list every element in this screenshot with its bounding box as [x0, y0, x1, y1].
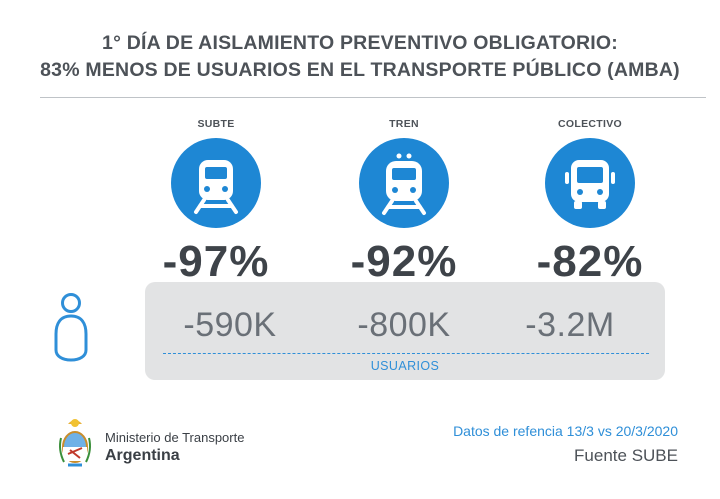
- dashed-divider: [163, 353, 649, 354]
- title-line-1: 1° DÍA DE AISLAMIENTO PREVENTIVO OBLIGAT…: [102, 32, 618, 54]
- percent-tren: -92%: [350, 237, 458, 286]
- mode-label-tren: TREN: [389, 118, 419, 130]
- mode-colectivo: COLECTIVO -82%: [515, 118, 665, 286]
- users-tren: -800K: [357, 306, 451, 344]
- coat-of-arms-logo: [56, 414, 94, 470]
- mode-label-subte: SUBTE: [197, 118, 235, 130]
- person-icon: [46, 292, 96, 364]
- percent-colectivo: -82%: [536, 237, 644, 286]
- country-name: Argentina: [105, 447, 180, 464]
- ministry-name: Ministerio de Transporte: [105, 430, 245, 445]
- title-line-2: 83% MENOS DE USUARIOS EN EL TRANSPORTE P…: [40, 59, 680, 81]
- users-subte: -590K: [183, 306, 277, 344]
- reference-dates: Datos de refencia 13/3 vs 20/3/2020: [453, 423, 678, 439]
- users-colectivo: -3.2M: [525, 306, 615, 344]
- subway-train-icon: [171, 138, 261, 228]
- mode-tren: TREN -92%: [329, 118, 479, 286]
- users-label: USUARIOS: [370, 359, 440, 373]
- mode-label-colectivo: COLECTIVO: [558, 118, 622, 130]
- data-source: Fuente SUBE: [574, 446, 678, 465]
- bus-icon: [545, 138, 635, 228]
- title-divider: [40, 97, 706, 98]
- mode-subte: SUBTE -97%: [141, 118, 291, 286]
- users-panel: -590K -800K -3.2M USUARIOS: [145, 282, 665, 380]
- percent-subte: -97%: [162, 237, 270, 286]
- train-icon: [359, 138, 449, 228]
- page-title: 1° DÍA DE AISLAMIENTO PREVENTIVO OBLIGAT…: [0, 30, 720, 84]
